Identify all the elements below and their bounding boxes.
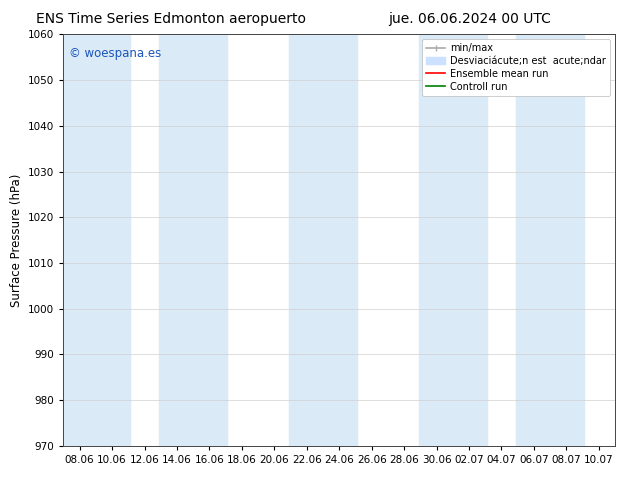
Text: ENS Time Series Edmonton aeropuerto: ENS Time Series Edmonton aeropuerto (36, 12, 306, 26)
Bar (418, 34, 455, 446)
Legend: min/max, Desviaciácute;n est  acute;ndar, Ensemble mean run, Controll run: min/max, Desviaciácute;n est acute;ndar,… (422, 39, 610, 96)
Bar (548, 34, 584, 446)
Bar (516, 34, 552, 446)
Bar (61, 34, 98, 446)
Bar (451, 34, 487, 446)
Bar (94, 34, 130, 446)
Y-axis label: Surface Pressure (hPa): Surface Pressure (hPa) (10, 173, 23, 307)
Bar (321, 34, 357, 446)
Bar (191, 34, 227, 446)
Bar (289, 34, 325, 446)
Text: © woespana.es: © woespana.es (69, 47, 161, 60)
Text: jue. 06.06.2024 00 UTC: jue. 06.06.2024 00 UTC (388, 12, 550, 26)
Bar (159, 34, 195, 446)
